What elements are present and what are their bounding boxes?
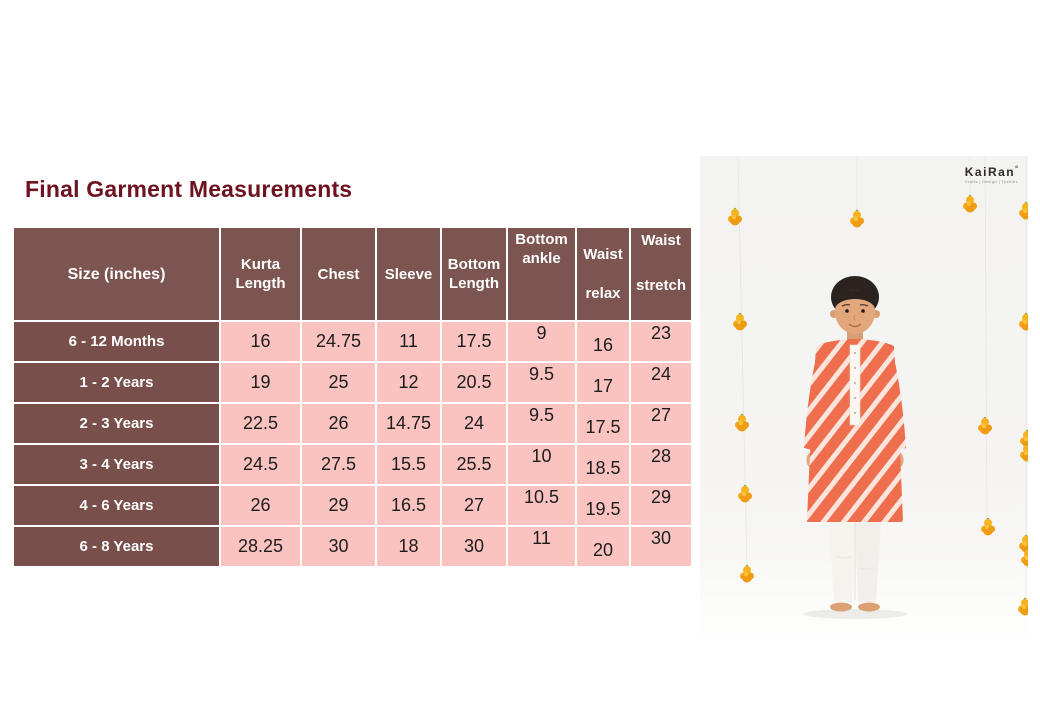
measurement-cell: 10 [508,445,575,484]
page-title: Final Garment Measurements [25,176,353,202]
measurement-cell: 19 [221,363,300,402]
brand-tagline: Crafts | Design | Textiles [964,179,1018,184]
measurement-cell: 9.5 [508,404,575,443]
measurement-cell: 18 [377,527,440,566]
measurement-cell: 11 [508,527,575,566]
measurement-cell: 26 [221,486,300,525]
size-row-label: 6 - 12 Months [14,322,219,361]
measurement-cell: 19.5 [577,486,629,525]
measurement-cell: 17.5 [577,404,629,443]
measurement-cell: 27 [631,404,691,443]
hair-fringe [835,290,875,308]
face [835,290,875,334]
size-row-label: 2 - 3 Years [14,404,219,443]
size-chart-table: Size (inches) Kurta Length Chest Sleeve B… [14,228,691,566]
measurement-cell: 16 [221,322,300,361]
measurement-cell: 30 [631,527,691,566]
measurement-cell: 16.5 [377,486,440,525]
column-header-bottom-ankle: Bottom ankle [508,228,575,320]
column-header-chest: Chest [302,228,375,320]
measurement-cell: 26 [302,404,375,443]
column-header-waist-stretch: Waist stretch [631,228,691,320]
measurement-cell: 11 [377,322,440,361]
measurement-cell: 30 [442,527,506,566]
measurement-cell: 20 [577,527,629,566]
size-row-label: 1 - 2 Years [14,363,219,402]
column-header-kurta-length: Kurta Length [221,228,300,320]
buttons [853,351,857,415]
measurement-cell: 12 [377,363,440,402]
measurement-cell: 20.5 [442,363,506,402]
measurement-cell: 15.5 [377,445,440,484]
column-header-bottom-length: Bottom Length [442,228,506,320]
measurement-cell: 28.25 [221,527,300,566]
measurement-cell: 16 [577,322,629,361]
measurement-cell: 10.5 [508,486,575,525]
measurement-cell: 22.5 [221,404,300,443]
measurement-cell: 25.5 [442,445,506,484]
column-header-sleeve: Sleeve [377,228,440,320]
column-header-waist-relax: Waist relax [577,228,629,320]
measurement-cell: 24.75 [302,322,375,361]
measurement-cell: 25 [302,363,375,402]
product-photo: KaiRan° Crafts | Design | Textiles [700,156,1028,639]
measurement-cell: 17 [577,363,629,402]
shadow [803,609,907,619]
white-pyjama [829,521,881,602]
bare-feet [830,602,880,612]
left-eye [845,309,849,313]
measurement-cell: 24 [631,363,691,402]
mandarin-collar [843,339,867,346]
measurement-cell: 24 [442,404,506,443]
measurement-cell: 18.5 [577,445,629,484]
boy-model [803,276,907,619]
brand-name: KaiRan° [964,165,1018,179]
nose [853,314,856,321]
measurement-cell: 28 [631,445,691,484]
button-placket [849,344,861,426]
measurement-cell: 24.5 [221,445,300,484]
brand-logo: KaiRan° Crafts | Design | Textiles [965,164,1018,184]
right-eye [861,309,865,313]
column-header-size: Size (inches) [14,228,219,320]
measurement-cell: 30 [302,527,375,566]
size-row-label: 3 - 4 Years [14,445,219,484]
measurement-cell: 9 [508,322,575,361]
measurement-cell: 29 [631,486,691,525]
size-row-label: 6 - 8 Years [14,527,219,566]
measurement-cell: 27.5 [302,445,375,484]
size-row-label: 4 - 6 Years [14,486,219,525]
orange-striped-kurta [807,339,903,522]
eyebrows [841,304,869,307]
product-photo-illustration [700,156,1028,639]
measurement-cell: 9.5 [508,363,575,402]
measurement-cell: 29 [302,486,375,525]
measurement-cell: 17.5 [442,322,506,361]
measurement-cell: 27 [442,486,506,525]
smile [848,323,862,328]
measurement-cell: 14.75 [377,404,440,443]
head [830,276,880,334]
measurement-cell: 23 [631,322,691,361]
